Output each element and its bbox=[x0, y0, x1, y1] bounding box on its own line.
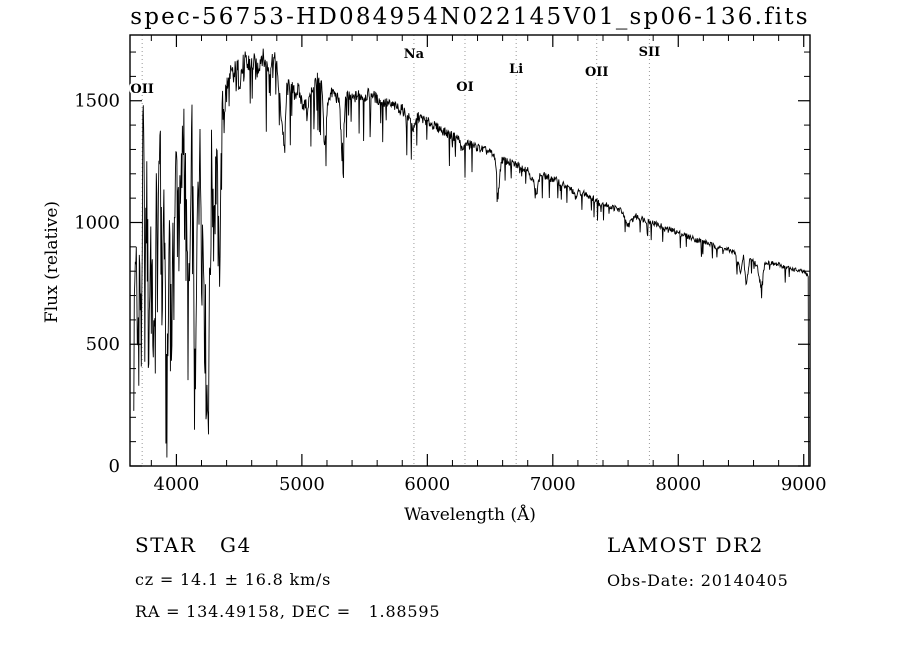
y-axis-label: Flux (relative) bbox=[42, 200, 62, 324]
x-tick-label: 4000 bbox=[154, 474, 200, 495]
spectrum-line bbox=[133, 48, 810, 467]
x-axis-label: Wavelength (Å) bbox=[404, 505, 536, 525]
spectral-line-label: OI bbox=[456, 80, 473, 95]
obs-date-text: Obs-Date: 20140405 bbox=[607, 571, 789, 590]
y-tick-label: 1000 bbox=[74, 212, 120, 233]
spectral-line-label: OII bbox=[585, 65, 609, 80]
spectral-line-label: SII bbox=[639, 45, 661, 60]
object-class-label: STAR G4 bbox=[135, 533, 252, 557]
coordinates-text: RA = 134.49158, DEC = 1.88595 bbox=[135, 602, 441, 621]
y-tick-label: 0 bbox=[109, 456, 120, 477]
x-tick-label: 7000 bbox=[530, 474, 576, 495]
x-tick-label: 8000 bbox=[655, 474, 701, 495]
y-tick-label: 1500 bbox=[74, 91, 120, 112]
spectral-line-label: Li bbox=[509, 62, 523, 77]
spectral-line-label: OII bbox=[130, 82, 154, 97]
spectral-line-label: Na bbox=[404, 47, 425, 62]
chart-title: spec-56753-HD084954N022145V01_sp06-136.f… bbox=[130, 4, 810, 30]
x-tick-label: 6000 bbox=[404, 474, 450, 495]
x-tick-label: 5000 bbox=[279, 474, 325, 495]
radial-velocity-text: cz = 14.1 ± 16.8 km/s bbox=[135, 570, 332, 589]
y-tick-label: 500 bbox=[86, 334, 120, 355]
x-tick-label: 9000 bbox=[781, 474, 827, 495]
plot-border bbox=[129, 34, 811, 467]
survey-label: LAMOST DR2 bbox=[607, 533, 764, 557]
